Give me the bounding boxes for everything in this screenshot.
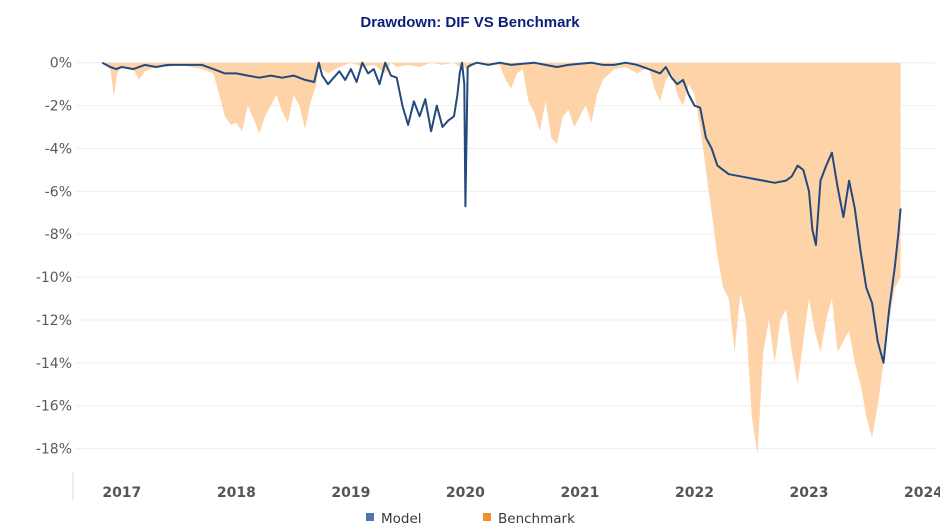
y-tick-label: -6% — [45, 184, 72, 200]
x-tick-label: 2017 — [102, 485, 141, 501]
model-line-layer — [101, 61, 902, 364]
y-tick-label: -14% — [36, 356, 72, 372]
x-axis: 2017 2018 2019 2020 2021 2022 2023 2024 — [102, 485, 940, 501]
y-tick-label: -2% — [45, 99, 72, 115]
benchmark-area — [102, 62, 901, 455]
chart-title: Drawdown: DIF VS Benchmark — [360, 14, 580, 31]
y-tick-label: -16% — [36, 399, 72, 415]
x-tick-label: 2023 — [790, 485, 829, 501]
x-tick-label: 2019 — [331, 485, 370, 501]
y-tick-label: -8% — [45, 227, 72, 243]
x-tick-label: 2020 — [446, 485, 485, 501]
x-tick-label: 2021 — [560, 485, 599, 501]
legend: Model Benchmark — [366, 511, 575, 527]
y-tick-label: -12% — [36, 313, 72, 329]
model-line — [101, 61, 902, 364]
grid-lines — [76, 62, 935, 450]
legend-label-benchmark: Benchmark — [498, 511, 575, 527]
x-tick-label: 2024 — [904, 485, 940, 501]
y-tick-label: 0% — [50, 56, 72, 72]
y-tick-label: -10% — [36, 270, 72, 286]
legend-swatch-benchmark — [483, 513, 491, 521]
benchmark-area-layer — [102, 62, 901, 455]
legend-swatch-model — [366, 513, 374, 521]
legend-label-model: Model — [381, 511, 422, 527]
x-tick-label: 2022 — [675, 485, 714, 501]
y-axis: 0% -2% -4% -6% -8% -10% -12% -14% -16% -18% — [36, 56, 72, 458]
y-tick-label: -18% — [36, 442, 72, 458]
x-tick-label: 2018 — [217, 485, 256, 501]
y-tick-label: -4% — [45, 141, 72, 157]
